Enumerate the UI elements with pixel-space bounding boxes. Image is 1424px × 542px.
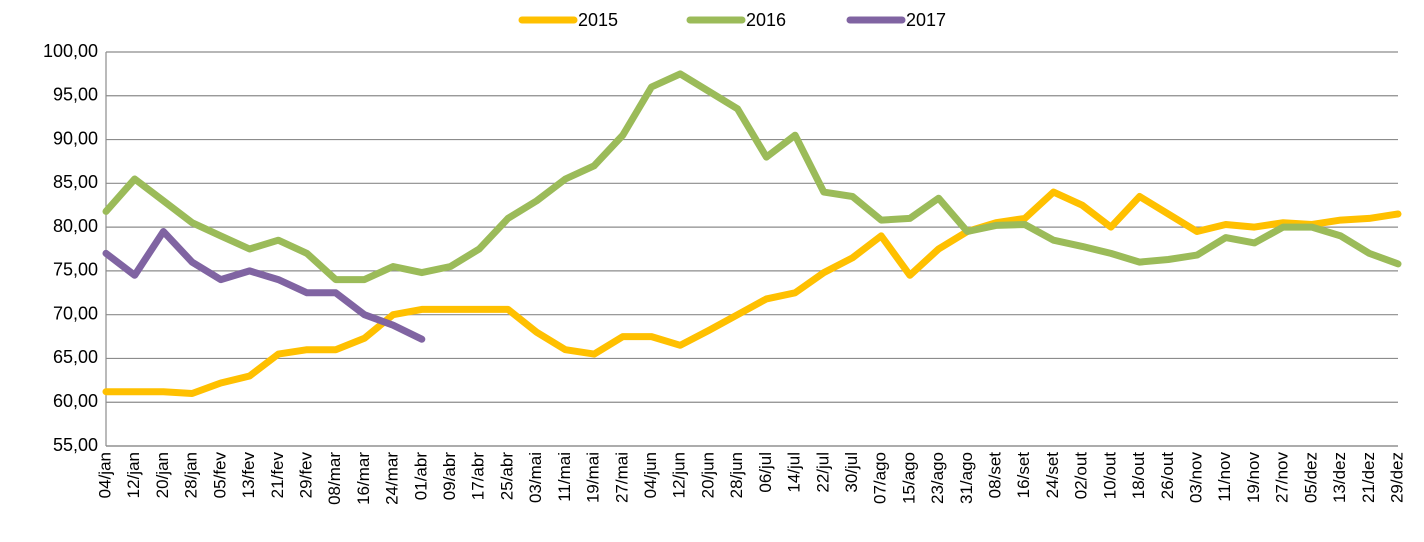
x-tick-label: 04/jun [641,452,660,498]
x-tick-label: 22/jul [813,452,832,493]
x-tick-label: 19/nov [1244,452,1263,504]
x-tick-label: 28/jun [727,452,746,498]
x-tick-label: 03/nov [1187,452,1206,504]
x-tick-label: 02/out [1072,452,1091,500]
x-tick-label: 08/mar [325,452,344,505]
x-tick-label: 13/dez [1330,452,1349,503]
x-tick-label: 06/jul [756,452,775,493]
series-line [102,228,426,343]
x-tick-label: 12/jun [670,452,689,498]
x-tick-label: 20/jan [153,452,172,498]
x-tick-label: 27/nov [1273,452,1292,504]
legend-label: 2017 [906,10,946,30]
x-tick-label: 08/set [986,452,1005,499]
x-tick-label: 21/fev [268,452,287,499]
x-tick-label: 11/mai [555,452,574,502]
series-line [102,188,1402,397]
x-tick-label: 13/fev [239,452,258,499]
y-tick-label: 100,00 [43,41,98,61]
x-tick-label: 20/jun [698,452,717,498]
x-tick-label: 26/out [1158,452,1177,500]
x-tick-label: 15/ago [899,452,918,504]
x-tick-label: 12/jan [124,452,143,498]
x-tick-label: 17/abr [469,452,488,501]
x-tick-label: 10/out [1100,452,1119,500]
y-tick-label: 75,00 [53,260,98,280]
x-tick-label: 16/set [1014,452,1033,499]
x-tick-label: 29/dez [1387,452,1406,503]
legend-label: 2015 [578,10,618,30]
series-line [102,70,1402,284]
x-tick-label: 16/mar [354,452,373,505]
x-tick-label: 01/abr [411,452,430,501]
y-tick-label: 65,00 [53,347,98,367]
x-tick-label: 07/ago [871,452,890,504]
y-tick-label: 95,00 [53,85,98,105]
x-tick-label: 23/ago [928,452,947,504]
y-tick-label: 60,00 [53,391,98,411]
x-tick-label: 19/mai [584,452,603,503]
x-tick-label: 24/set [1043,452,1062,499]
x-tick-label: 04/jan [95,452,114,498]
x-tick-label: 24/mar [383,452,402,505]
x-tick-label: 11/nov [1215,452,1234,502]
x-tick-label: 05/dez [1301,452,1320,503]
y-tick-label: 55,00 [53,435,98,455]
x-tick-label: 30/jul [842,452,861,493]
y-tick-label: 85,00 [53,172,98,192]
x-tick-label: 03/mai [526,452,545,503]
y-tick-label: 70,00 [53,303,98,323]
x-tick-label: 31/ago [957,452,976,504]
x-tick-label: 09/abr [440,452,459,501]
x-tick-label: 05/fev [210,452,229,499]
x-tick-label: 29/fev [296,452,315,499]
x-tick-label: 28/jan [182,452,201,498]
legend-label: 2016 [746,10,786,30]
y-tick-label: 80,00 [53,216,98,236]
y-tick-label: 90,00 [53,128,98,148]
x-tick-label: 21/dez [1359,452,1378,503]
x-tick-label: 25/abr [497,452,516,501]
x-tick-label: 14/jul [785,452,804,493]
x-tick-label: 18/out [1129,452,1148,500]
x-tick-label: 27/mai [612,452,631,503]
